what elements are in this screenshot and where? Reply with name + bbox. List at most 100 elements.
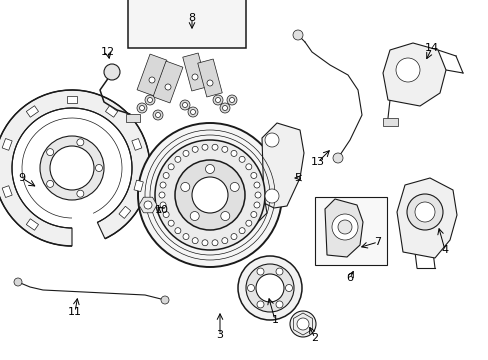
Circle shape: [222, 147, 227, 152]
Circle shape: [264, 189, 279, 203]
Bar: [382, 118, 397, 126]
Circle shape: [238, 256, 302, 320]
Polygon shape: [134, 180, 143, 192]
Circle shape: [192, 147, 198, 152]
Text: 10: 10: [155, 205, 169, 215]
Circle shape: [337, 220, 351, 234]
Polygon shape: [67, 95, 77, 103]
Circle shape: [182, 103, 187, 108]
Circle shape: [250, 172, 256, 179]
Circle shape: [245, 220, 251, 226]
Polygon shape: [137, 54, 166, 96]
Circle shape: [254, 192, 261, 198]
Polygon shape: [382, 43, 445, 106]
Circle shape: [147, 98, 152, 103]
Circle shape: [160, 182, 166, 188]
Text: 14: 14: [424, 43, 438, 53]
Circle shape: [183, 234, 189, 239]
Circle shape: [164, 84, 171, 90]
Circle shape: [183, 150, 189, 157]
Circle shape: [77, 190, 83, 197]
Polygon shape: [26, 106, 39, 117]
Circle shape: [215, 98, 220, 103]
Circle shape: [245, 264, 293, 312]
Circle shape: [175, 160, 244, 230]
Text: 4: 4: [441, 245, 447, 255]
Circle shape: [275, 268, 283, 275]
Circle shape: [212, 240, 218, 246]
Circle shape: [192, 74, 198, 80]
Circle shape: [175, 156, 181, 162]
Circle shape: [245, 164, 251, 170]
Circle shape: [46, 180, 54, 187]
Polygon shape: [119, 206, 130, 219]
Polygon shape: [105, 106, 118, 117]
Circle shape: [192, 238, 198, 244]
Circle shape: [406, 194, 442, 230]
Circle shape: [257, 301, 264, 308]
Circle shape: [153, 110, 163, 120]
Polygon shape: [262, 123, 304, 208]
Circle shape: [222, 238, 227, 244]
Circle shape: [168, 164, 174, 170]
Text: 8: 8: [188, 13, 195, 23]
Circle shape: [230, 150, 237, 157]
Circle shape: [395, 58, 419, 82]
Polygon shape: [224, 196, 266, 243]
Polygon shape: [197, 59, 222, 97]
Circle shape: [14, 278, 22, 286]
Circle shape: [414, 202, 434, 222]
Circle shape: [285, 284, 292, 292]
Text: 2: 2: [311, 333, 318, 343]
Circle shape: [104, 64, 120, 80]
Polygon shape: [153, 61, 183, 103]
Polygon shape: [0, 90, 150, 246]
Bar: [128, 0, 245, 48]
Bar: [314, 197, 386, 265]
Circle shape: [163, 212, 169, 217]
Text: 1: 1: [271, 315, 278, 325]
Text: 3: 3: [216, 330, 223, 340]
Circle shape: [175, 228, 181, 234]
Circle shape: [256, 274, 284, 302]
Circle shape: [230, 183, 239, 192]
Bar: [126, 114, 140, 122]
Circle shape: [220, 212, 229, 221]
Circle shape: [289, 311, 315, 337]
Text: 7: 7: [374, 237, 381, 247]
Circle shape: [296, 318, 308, 330]
Circle shape: [168, 220, 174, 226]
Polygon shape: [139, 197, 157, 213]
Circle shape: [155, 112, 160, 117]
Polygon shape: [2, 139, 12, 150]
Circle shape: [239, 156, 244, 162]
Circle shape: [159, 192, 164, 198]
Circle shape: [46, 149, 54, 156]
Circle shape: [212, 144, 218, 150]
Circle shape: [247, 284, 254, 292]
Circle shape: [40, 136, 104, 200]
Polygon shape: [2, 186, 12, 198]
Circle shape: [229, 98, 234, 103]
Text: 9: 9: [19, 173, 25, 183]
Polygon shape: [396, 178, 456, 258]
Text: 5: 5: [294, 173, 301, 183]
Circle shape: [331, 214, 357, 240]
Circle shape: [155, 140, 264, 250]
Circle shape: [205, 165, 214, 174]
Circle shape: [253, 182, 260, 188]
Polygon shape: [325, 199, 362, 257]
Circle shape: [50, 146, 94, 190]
Text: 11: 11: [68, 307, 82, 317]
Polygon shape: [132, 139, 142, 150]
Text: 13: 13: [310, 157, 325, 167]
Circle shape: [145, 95, 155, 105]
Circle shape: [264, 133, 279, 147]
Circle shape: [206, 80, 213, 86]
Circle shape: [213, 95, 223, 105]
Circle shape: [190, 109, 195, 114]
Circle shape: [239, 228, 244, 234]
Circle shape: [139, 105, 144, 111]
Text: 12: 12: [101, 47, 115, 57]
Circle shape: [163, 172, 169, 179]
